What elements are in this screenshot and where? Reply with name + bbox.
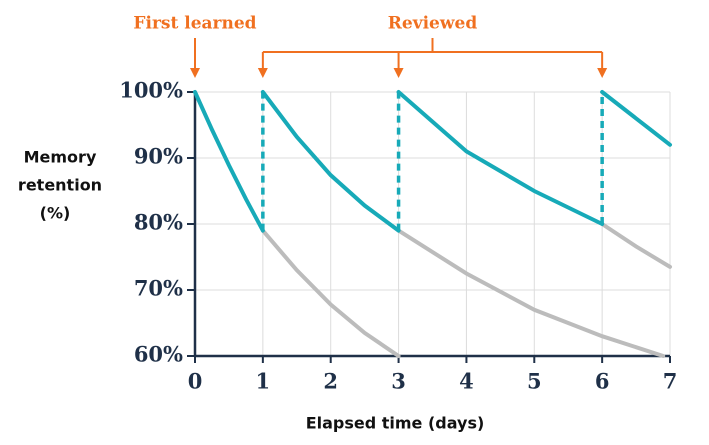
x-axis-label: Elapsed time (days) bbox=[306, 414, 485, 433]
retention-line bbox=[193, 90, 672, 233]
x-tick-label: 1 bbox=[256, 369, 271, 394]
x-tick-label: 7 bbox=[663, 369, 678, 394]
annotation-arrowhead bbox=[190, 68, 200, 78]
annotation-arrowhead bbox=[597, 68, 608, 78]
x-tick-label: 6 bbox=[595, 369, 610, 394]
y-tick-label: 90% bbox=[134, 144, 183, 169]
y-axis-label: retention bbox=[18, 176, 102, 195]
y-axis-label: Memory bbox=[24, 148, 97, 167]
x-tick-label: 4 bbox=[459, 369, 474, 394]
annotation-arrowhead bbox=[257, 68, 268, 78]
x-tick-label: 3 bbox=[391, 369, 406, 394]
review-jump bbox=[261, 92, 604, 231]
x-tick-label: 2 bbox=[323, 369, 338, 394]
y-axis-label: (%) bbox=[40, 204, 71, 223]
annotation-text: Reviewed bbox=[388, 14, 478, 34]
y-tick-label: 70% bbox=[134, 276, 183, 301]
annotation-text: First learned bbox=[133, 14, 256, 34]
y-tick-label: 60% bbox=[134, 342, 183, 367]
x-tick-label: 5 bbox=[527, 369, 542, 394]
retention-line bbox=[260, 222, 672, 358]
x-tick-label: 0 bbox=[188, 369, 203, 394]
annotation-arrowhead bbox=[393, 68, 404, 78]
y-tick-label: 100% bbox=[119, 78, 183, 103]
y-tick-label: 80% bbox=[134, 210, 183, 235]
